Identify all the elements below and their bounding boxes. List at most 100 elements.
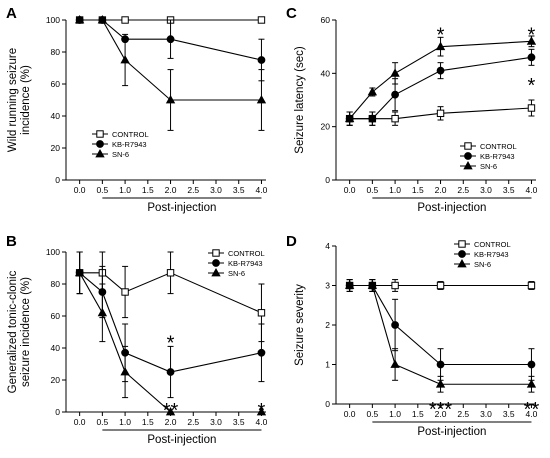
panel-c-control-point (436, 109, 445, 118)
panel-b-sn-6-point (120, 366, 130, 376)
panel-c-significance-marker: * (437, 24, 445, 46)
panel-b-legend-sn-6-marker (211, 267, 221, 277)
panel-d-ytick-label: 2 (325, 320, 330, 330)
panel-d-xtick-label: 2.0 (435, 409, 447, 419)
panel-b-control-point (121, 288, 129, 296)
panel-d-chart: 0 1 2 3 4 0.0 0.5 1.0 1.5 2.0 2.5 3.0 3.5 4.0 Post-inj… (294, 240, 539, 438)
panel-b-ytick-label: 40 (51, 343, 61, 353)
panel-d-xtick-label: 0.0 (344, 409, 356, 419)
panel-b-y-axis-label: Generalized tonic-clonicseizure incidenc… (7, 270, 32, 393)
panel-d-xtick-label: 1.5 (412, 409, 424, 419)
panel-d-kb-r7943-point (527, 360, 536, 369)
panel-b-ytick-label: 60 (51, 311, 61, 321)
panel-b-xtick-label: 1.0 (119, 417, 131, 427)
panel-c-xtick-label: 0.5 (366, 185, 378, 195)
panel-b-xtick-label: 2.5 (187, 417, 199, 427)
panel-b-sn-6-point (165, 406, 176, 416)
panel-a-legend-sn-6-label: SN-6 (112, 150, 129, 159)
panel-d-sn-6-point (367, 280, 378, 289)
panel-b-chart: 0 20 40 60 80 100 0.0 0.5 1.0 1.5 2.0 2.5 3.0 3.5 4.0 P… (7, 247, 268, 446)
panel-b-xtick-label: 2.0 (165, 417, 177, 427)
panel-a-chart: 0 20 40 60 80 100 0.0 0.5 1.0 1.5 2.0 2.5 3.0 3.5 4.0 P… (7, 14, 268, 214)
panel-b-legend-sn-6-label: SN-6 (228, 269, 245, 278)
panel-a-control-point (121, 16, 129, 24)
panel-b-sn-6-point (256, 406, 267, 416)
panel-d-ytick-label: 3 (325, 281, 330, 291)
panel-letter-D: D (286, 233, 297, 250)
panel-b-significance-marker: * (167, 333, 175, 355)
panel-a-x-axis-label: Post-injection (147, 202, 216, 214)
panel-c-xtick-label: 3.5 (503, 185, 515, 195)
panel-a-ytick-label: 0 (55, 175, 60, 185)
panel-a-xtick-label: 3.0 (210, 185, 222, 195)
panel-a-ytick-label: 60 (51, 79, 61, 89)
panel-d-legend-control-label: CONTROL (474, 240, 511, 249)
panel-b-xtick-label: 3.0 (210, 417, 222, 427)
panel-a-legend-control-label: CONTROL (112, 130, 149, 139)
panel-c-sn-6-point (367, 86, 378, 96)
panel-d-significance-marker: ** (524, 399, 540, 421)
panel-a-sn-6-point (165, 94, 176, 104)
panel-b-significance-marker: * (258, 400, 266, 422)
panel-c-xtick-label: 4.0 (526, 185, 538, 195)
panel-d-xtick-label: 3.0 (480, 409, 492, 419)
panel-b-xtick-label: 3.5 (233, 417, 245, 427)
panel-c-control-point (391, 114, 399, 123)
panel-c-xtick-label: 2.0 (435, 185, 447, 195)
panel-c-legend-sn-6-marker (463, 160, 473, 170)
panel-a-sn-6-point (74, 14, 85, 24)
panel-a-legend-kb-r7943-label: KB-R7943 (112, 140, 147, 149)
panel-c-kb-r7943-point (368, 114, 377, 123)
panel-d-xtick-label: 3.5 (503, 409, 515, 419)
panel-c-xtick-label: 1.5 (412, 185, 424, 195)
panel-d-xtick-label: 1.0 (389, 409, 401, 419)
panel-c-sn-6-point (390, 68, 400, 77)
panel-a-sn-6-point (97, 14, 108, 24)
panel-c-ytick-label: 40 (321, 68, 331, 78)
panel-a-xtick-label: 1.5 (142, 185, 154, 195)
panel-d-sn-6-point (344, 280, 355, 289)
panel-a-sn-6-point (120, 54, 130, 64)
panel-d-legend-control-marker (458, 240, 466, 248)
panel-d-significance-marker: *** (429, 399, 453, 421)
panel-b-kb-r7943-point (166, 368, 175, 376)
panel-b-control-point (257, 309, 266, 317)
panel-d-x-axis-label: Post-injection (417, 426, 486, 438)
panel-c-sn-6-point (435, 41, 446, 51)
panel-b-xtick-label: 1.5 (142, 417, 154, 427)
panel-d-kb-r7943-point (391, 321, 399, 329)
panel-b-legend-kb-r7943-marker (212, 259, 220, 267)
panel-b-ytick-label: 100 (46, 247, 60, 257)
panel-c-significance-marker: * (528, 24, 536, 46)
panel-a-legend-sn-6-marker (95, 148, 105, 158)
panel-c-kb-r7943-point (436, 66, 445, 75)
panel-a-ytick-label: 100 (46, 15, 60, 25)
panel-c-xtick-label: 1.0 (389, 185, 401, 195)
panel-a-xtick-label: 0.5 (96, 185, 108, 195)
panel-b-sn-6-point (74, 267, 85, 277)
panel-b-x-axis-label: Post-injection (147, 434, 216, 446)
panel-a-control-point (257, 16, 266, 24)
panel-d-kb-r7943-point (436, 360, 445, 369)
panel-c-kb-r7943-point (527, 53, 536, 62)
panel-c-sn-6-point (526, 36, 537, 45)
panel-b-xtick-label: 0.5 (96, 417, 108, 427)
panel-d-xtick-label: 2.5 (457, 409, 469, 419)
panel-a-xtick-label: 0.0 (74, 185, 86, 195)
panel-d-sn-6-point (390, 359, 400, 368)
panel-a-xtick-label: 4.0 (256, 185, 268, 195)
panel-d-ytick-label: 1 (325, 360, 330, 370)
panel-a-legend-control-marker (96, 130, 104, 138)
panel-d-control-point (527, 281, 536, 290)
panel-c-legend-sn-6-label: SN-6 (480, 162, 497, 171)
panel-d-legend-kb-r7943-label: KB-R7943 (474, 250, 509, 259)
panel-a-xtick-label: 3.5 (233, 185, 245, 195)
panel-c-kb-r7943-point (391, 90, 399, 99)
panel-b-kb-r7943-point (257, 348, 266, 357)
panel-a-xtick-label: 2.5 (187, 185, 199, 195)
panel-c-xtick-label: 2.5 (457, 185, 469, 195)
panel-a-kb-r7943-point (257, 56, 266, 64)
panel-d-ytick-label: 4 (325, 241, 330, 251)
panel-c-ytick-label: 20 (321, 122, 331, 132)
